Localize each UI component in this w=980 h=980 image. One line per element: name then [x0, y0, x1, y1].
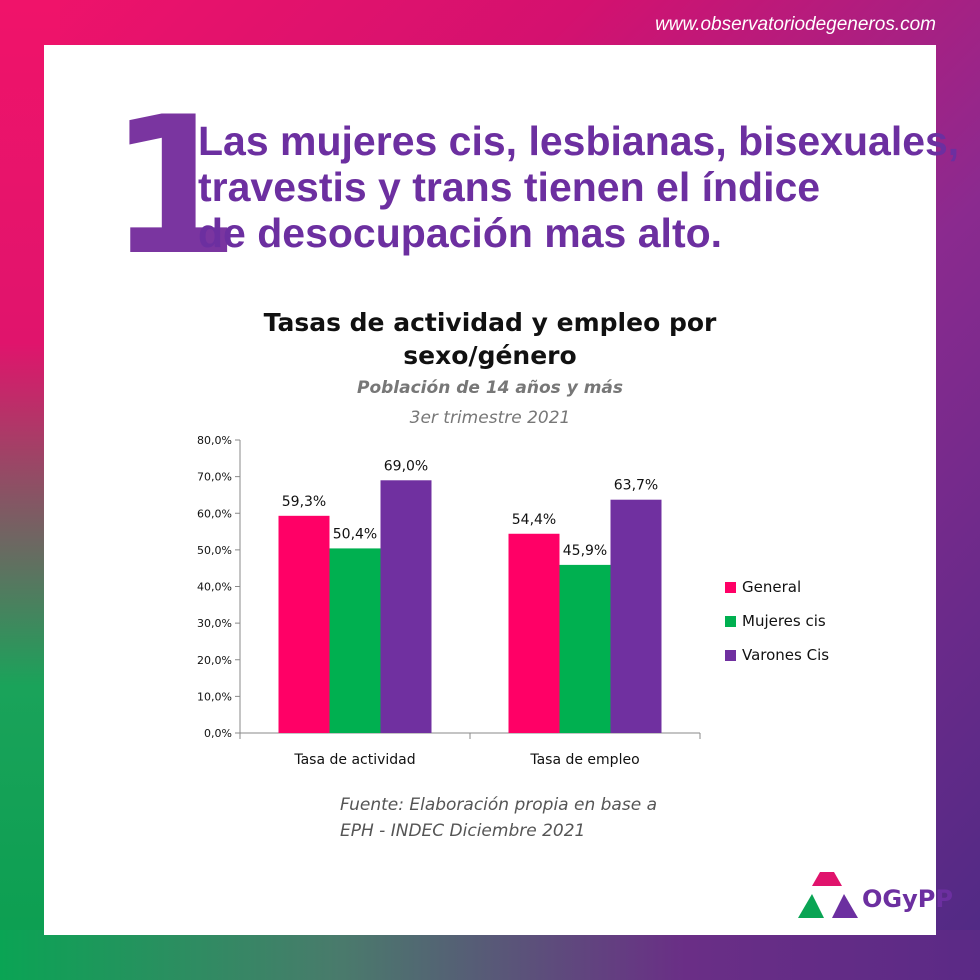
- logo-text: OGyPP: [862, 885, 953, 913]
- legend-swatch-mujeres-cis: [725, 615, 736, 627]
- y-tick-label: 20,0%: [197, 654, 232, 667]
- y-tick-label: 70,0%: [197, 471, 232, 484]
- y-tick-label: 30,0%: [197, 617, 232, 630]
- legend-label: Mujeres cis: [742, 612, 826, 630]
- bar-varones-cis: [610, 499, 662, 733]
- chart-title-line: sexo/género: [403, 341, 577, 370]
- bar-varones-cis: [380, 480, 432, 733]
- x-category-label: Tasa de actividad: [293, 752, 415, 768]
- content-card: [44, 45, 936, 935]
- legend-swatch-varones-cis: [725, 649, 736, 661]
- y-tick-label: 80,0%: [197, 434, 232, 447]
- bar-general: [278, 515, 330, 733]
- y-tick-label: 40,0%: [197, 581, 232, 594]
- source-line: EPH - INDEC Diciembre 2021: [340, 821, 586, 841]
- bar-chart: 0,0% 10,0% 20,0% 30,0% 40,0% 50,0% 60,0% 70,0% 8…: [197, 434, 701, 768]
- big-number: 1: [108, 76, 240, 297]
- bar-data-label: 69,0%: [384, 458, 428, 474]
- bar-mujeres-cis: [559, 564, 611, 733]
- legend-swatch-general: [725, 581, 736, 593]
- bar-data-label: 54,4%: [512, 512, 556, 528]
- y-tick-label: 0,0%: [204, 727, 232, 740]
- chart-title-line: Tasas de actividad y empleo por: [263, 308, 717, 337]
- chart-legend: General Mujeres cis Varones Cis: [725, 570, 829, 672]
- chart-source: Fuente: Elaboración propia en base a EPH…: [340, 792, 720, 844]
- y-tick-label: 10,0%: [197, 690, 232, 703]
- legend-item-mujeres-cis: Mujeres cis: [725, 604, 829, 638]
- bar-general: [508, 533, 560, 733]
- x-category-label: Tasa de empleo: [529, 752, 639, 768]
- headline-line: Las mujeres cis, lesbianas, bisexuales,: [198, 118, 960, 164]
- bar-data-label: 50,4%: [333, 526, 377, 542]
- headline: Las mujeres cis, lesbianas, bisexuales, …: [198, 118, 960, 256]
- bar-data-label: 63,7%: [614, 478, 658, 494]
- legend-label: Varones Cis: [742, 646, 830, 664]
- bar-data-label: 59,3%: [282, 494, 326, 510]
- headline-line: de desocupación mas alto.: [198, 210, 723, 256]
- bar-data-label: 45,9%: [563, 543, 607, 559]
- chart-subtitle: Población de 14 años y más: [357, 378, 623, 398]
- legend-item-varones-cis: Varones Cis: [725, 638, 829, 672]
- frame-bottom-gradient: [0, 930, 980, 980]
- site-url[interactable]: www.observatoriodegeneros.com: [655, 14, 936, 35]
- y-tick-label: 50,0%: [197, 544, 232, 557]
- legend-item-general: General: [725, 570, 829, 604]
- ogypp-logo-icon: [798, 872, 858, 918]
- source-line: Fuente: Elaboración propia en base a: [340, 795, 657, 815]
- chart-subtitle-period: 3er trimestre 2021: [409, 408, 571, 428]
- chart-title: Tasas de actividad y empleo por sexo/gén…: [240, 306, 740, 372]
- y-tick-label: 60,0%: [197, 507, 232, 520]
- headline-line: travestis y trans tienen el índice: [198, 164, 821, 210]
- bar-mujeres-cis: [329, 548, 381, 733]
- legend-label: General: [742, 578, 802, 596]
